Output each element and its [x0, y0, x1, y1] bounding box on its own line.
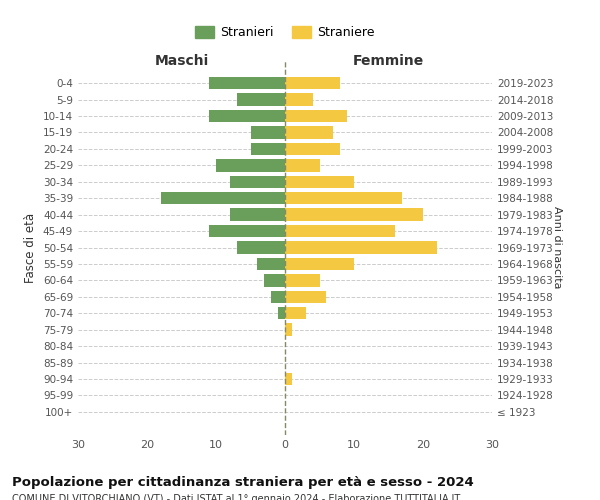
- Bar: [271, 290, 285, 303]
- Bar: [285, 126, 334, 138]
- Bar: [230, 208, 285, 221]
- Legend: Stranieri, Straniere: Stranieri, Straniere: [190, 21, 380, 44]
- Bar: [209, 77, 285, 90]
- Bar: [278, 307, 285, 320]
- Text: Maschi: Maschi: [154, 54, 209, 68]
- Bar: [285, 77, 340, 90]
- Y-axis label: Anni di nascita: Anni di nascita: [552, 206, 562, 289]
- Bar: [285, 274, 320, 286]
- Y-axis label: Fasce di età: Fasce di età: [25, 212, 37, 282]
- Bar: [285, 290, 326, 303]
- Bar: [251, 126, 285, 138]
- Bar: [285, 94, 313, 106]
- Bar: [285, 225, 395, 237]
- Bar: [285, 143, 340, 155]
- Bar: [285, 192, 402, 204]
- Bar: [285, 307, 306, 320]
- Bar: [285, 176, 354, 188]
- Bar: [285, 258, 354, 270]
- Bar: [265, 274, 285, 286]
- Bar: [161, 192, 285, 204]
- Bar: [285, 242, 437, 254]
- Bar: [285, 373, 292, 385]
- Bar: [251, 143, 285, 155]
- Text: Femmine: Femmine: [353, 54, 424, 68]
- Bar: [285, 159, 320, 172]
- Bar: [285, 324, 292, 336]
- Bar: [285, 208, 423, 221]
- Text: Popolazione per cittadinanza straniera per età e sesso - 2024: Popolazione per cittadinanza straniera p…: [12, 476, 474, 489]
- Bar: [209, 110, 285, 122]
- Bar: [209, 225, 285, 237]
- Bar: [237, 94, 285, 106]
- Text: COMUNE DI VITORCHIANO (VT) - Dati ISTAT al 1° gennaio 2024 - Elaborazione TUTTIT: COMUNE DI VITORCHIANO (VT) - Dati ISTAT …: [12, 494, 460, 500]
- Bar: [285, 110, 347, 122]
- Bar: [257, 258, 285, 270]
- Bar: [237, 242, 285, 254]
- Bar: [216, 159, 285, 172]
- Bar: [230, 176, 285, 188]
